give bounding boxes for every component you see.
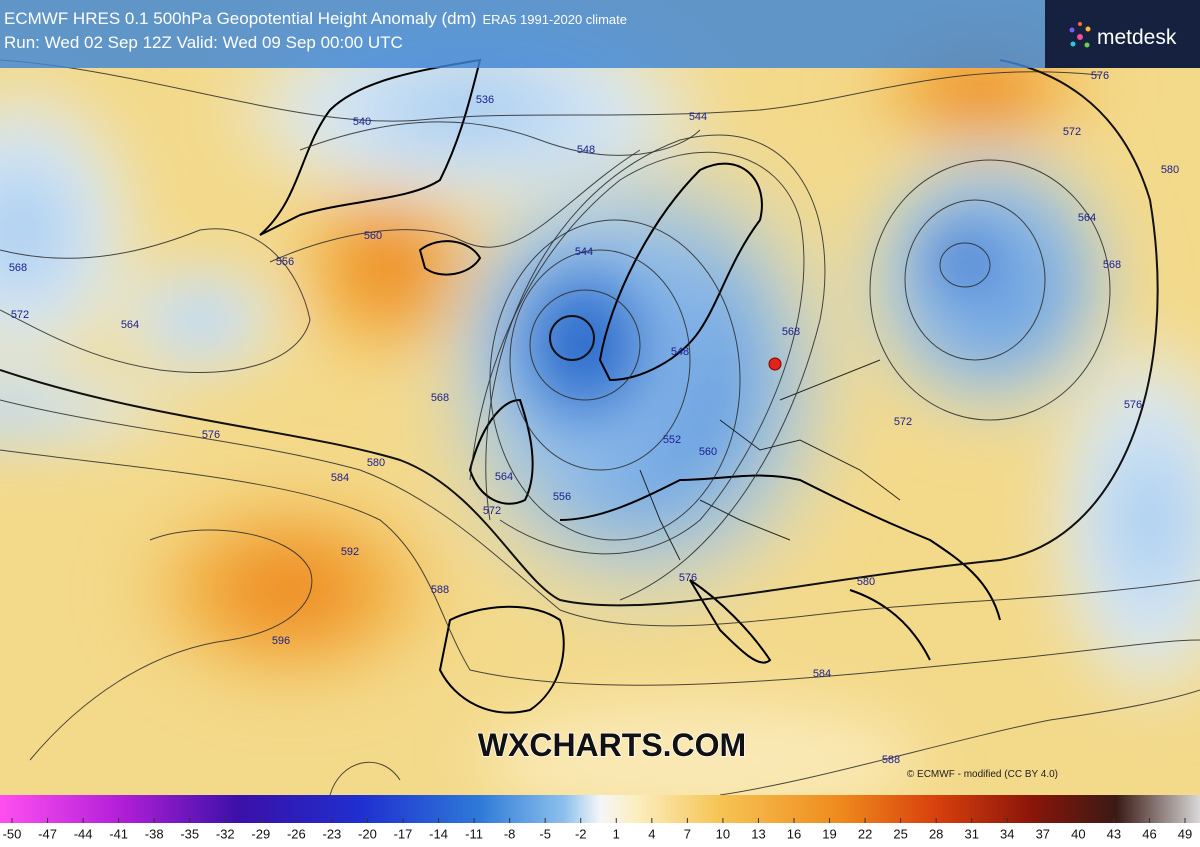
colorbar-tick-label: -26 (287, 826, 306, 841)
colorbar-tick-label: 28 (929, 826, 943, 841)
coastline (438, 605, 565, 714)
coastline (598, 162, 763, 382)
colorbar-tick-label: -41 (109, 826, 128, 841)
coastline (689, 579, 772, 664)
contour-label: 580 (1161, 164, 1179, 176)
colorbar-tick-label: 4 (648, 826, 655, 841)
colorbar-tick-label: -20 (358, 826, 377, 841)
contour-label: 536 (476, 94, 494, 106)
coastline (468, 398, 534, 505)
coastline (849, 589, 931, 661)
contour-label: 564 (1078, 212, 1096, 224)
contours (0, 59, 1200, 795)
contour-label: 560 (364, 230, 382, 242)
colorbar-tick-label: 22 (858, 826, 872, 841)
colorbar-tick-label: 1 (613, 826, 620, 841)
colorbar-tick-label: 37 (1036, 826, 1050, 841)
title: ECMWF HRES 0.1 500hPa Geopotential Heigh… (4, 9, 627, 28)
colorbar-tick-label: 49 (1178, 826, 1192, 841)
colorbar-tick-label: -29 (251, 826, 270, 841)
contour-label: 576 (202, 429, 220, 441)
logo-text: metdesk (1097, 26, 1177, 49)
colorbar-tick-label: -23 (323, 826, 342, 841)
colorbar-tick-label: -11 (465, 826, 483, 841)
coastline (418, 240, 482, 276)
colorbar-tick-label: -35 (180, 826, 199, 841)
contour-label: 564 (495, 471, 513, 483)
contour-label: 572 (11, 309, 29, 321)
coastline (559, 474, 1001, 621)
colorbar-tick-label: -8 (504, 826, 516, 841)
contour-label: 548 (577, 144, 595, 156)
colorbar-tick-label: -2 (575, 826, 587, 841)
contour-label: 572 (483, 505, 501, 517)
contour-label: 564 (121, 319, 139, 331)
contour-label: 588 (431, 584, 449, 596)
logo-box (1045, 0, 1200, 68)
colorbar-tick-label: 25 (893, 826, 907, 841)
colorbar-tick-label: 7 (684, 826, 691, 841)
contour-label: 592 (341, 546, 359, 558)
contour-label: 576 (1091, 70, 1109, 82)
contour-label: 576 (679, 572, 697, 584)
contour-label: 568 (782, 326, 800, 338)
title-sub: ERA5 1991-2020 climate (482, 12, 627, 27)
colorbar-tick-label: -44 (74, 826, 93, 841)
watermark: WXCHARTS.COM (478, 727, 746, 763)
contour-label: 580 (857, 576, 875, 588)
contour-label: 580 (367, 457, 385, 469)
contour-label: 548 (671, 346, 689, 358)
colorbar-label-strip (0, 823, 1200, 847)
colorbar-tick-label: -32 (216, 826, 235, 841)
colorbar-tick-label: 46 (1142, 826, 1156, 841)
contour-label: 556 (276, 256, 294, 268)
map-field: 536 540 544 548 560 556 568 572 564 544 548 552 560 5… (0, 0, 1200, 795)
contour-label: 568 (431, 392, 449, 404)
run-line: Run: Wed 02 Sep 12Z Valid: Wed 09 Sep 00… (4, 33, 403, 52)
contour-label: 572 (894, 416, 912, 428)
colorbar-tick-label: -38 (145, 826, 164, 841)
colorbar-tick-label: -50 (3, 826, 22, 841)
location-marker (768, 357, 782, 371)
contour-label: 588 (882, 754, 900, 766)
contour-label: 560 (699, 446, 717, 458)
colorbar-tick-label: 40 (1071, 826, 1085, 841)
colorbar-tick-label: 43 (1107, 826, 1121, 841)
contour-label: 544 (689, 111, 707, 123)
country-borders (639, 359, 901, 561)
contour-label: 576 (1124, 399, 1142, 411)
contour-labels: 536 540 544 548 560 556 568 572 564 544 548 552 560 5… (9, 70, 1179, 766)
contour-label: 568 (1103, 259, 1121, 271)
contour-label: 568 (9, 262, 27, 274)
header-band (0, 0, 1045, 68)
colorbar-tick-label: -5 (539, 826, 551, 841)
contour-label: 540 (353, 116, 371, 128)
contour-label: 584 (331, 472, 349, 484)
logo-icon (1069, 22, 1091, 48)
colorbar (0, 795, 1200, 823)
colorbar-tick-label: -14 (429, 826, 448, 841)
colorbar-tick-label: 31 (964, 826, 978, 841)
contour-label: 572 (1063, 126, 1081, 138)
colorbar-ticks: -50 -47 -44 -41 -38 -35 -32 -29 -26 -23 -20 -17 -14 -… (3, 818, 1192, 841)
colorbar-tick-label: 19 (822, 826, 836, 841)
colorbar-tick-label: 13 (751, 826, 765, 841)
contour-label: 584 (813, 668, 831, 680)
colorbar-tick-label: -17 (394, 826, 413, 841)
colorbar-tick-label: 34 (1000, 826, 1014, 841)
colorbar-tick-label: 16 (787, 826, 801, 841)
colorbar-tick-label: 10 (716, 826, 730, 841)
contour-label: 556 (553, 491, 571, 503)
title-main: ECMWF HRES 0.1 500hPa Geopotential Heigh… (4, 9, 476, 28)
contour-label: 552 (663, 434, 681, 446)
credit: © ECMWF - modified (CC BY 4.0) (907, 769, 1058, 780)
contour-label: 544 (575, 246, 593, 258)
colorbar-tick-label: -47 (38, 826, 57, 841)
contour-label: 596 (272, 635, 290, 647)
